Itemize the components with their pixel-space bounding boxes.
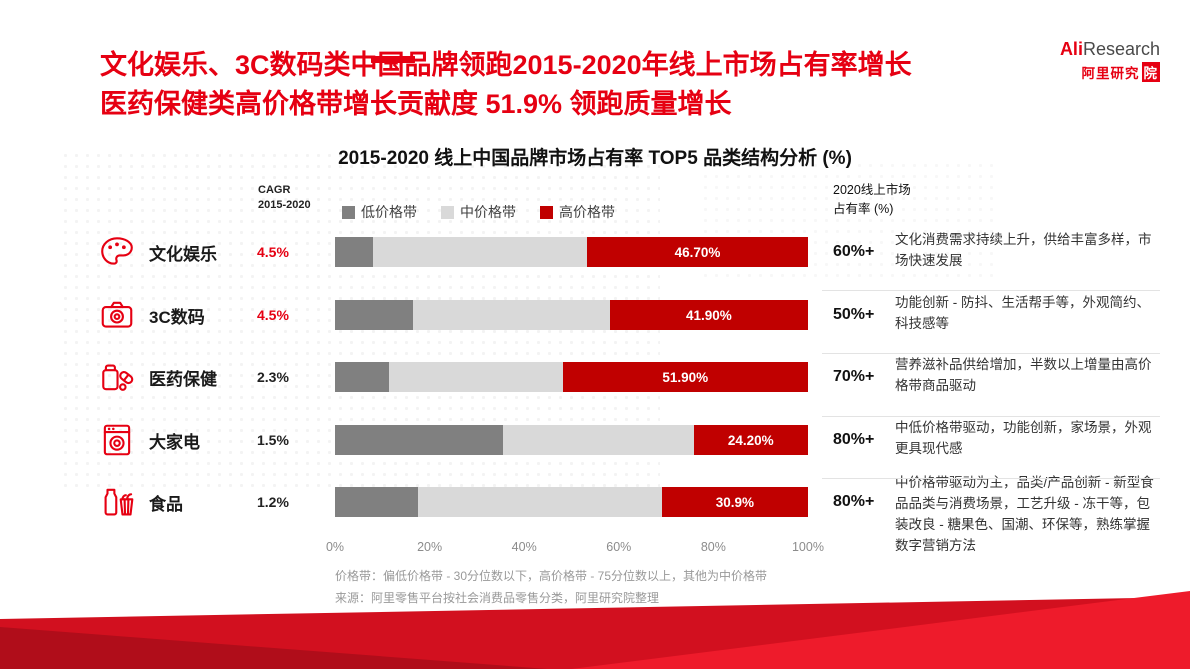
category-label: 食品 — [149, 494, 183, 514]
logo-cn-box: 院 — [1141, 61, 1160, 82]
bar-segment-low — [335, 362, 390, 392]
bar-segment-mid — [502, 425, 694, 455]
note-separator — [822, 416, 1160, 417]
food-icon — [98, 483, 136, 521]
cagr-value: 1.5% — [257, 432, 289, 448]
category-cell: 大家电 — [98, 421, 200, 459]
bar-value-label: 51.90% — [662, 369, 709, 385]
bar-value-label: 41.90% — [685, 307, 732, 323]
page-title-line2: 医药保健类高价格带增长贡献度 51.9% 领跑质量增长 — [100, 89, 732, 120]
footnote-price-band: 价格带：偏低价格带 - 30分位数以下，高价格带 - 75分位数以上，其他为中价… — [335, 569, 768, 583]
share-value: 80%+ — [833, 493, 875, 510]
share-value: 60%+ — [833, 243, 875, 260]
stacked-bar: 24.20% — [335, 425, 808, 455]
bottom-red-banner — [0, 589, 1190, 669]
bar-segment-low — [335, 487, 418, 517]
bar-segment-mid — [417, 487, 662, 517]
legend-swatch-high — [540, 205, 553, 219]
cagr-value: 1.2% — [257, 494, 289, 510]
x-tick: 100% — [791, 540, 824, 554]
aliresearch-logo: AliResearch 阿里研究院 — [1059, 39, 1160, 82]
chart-row: 食品 1.2% 30.9% 80%+ 中价格带驱动为主，品类/产品创新 - 新型… — [0, 475, 1190, 553]
category-cell: 文化娱乐 — [98, 233, 217, 271]
share-value: 50%+ — [833, 306, 875, 323]
chart-row: 大家电 1.5% 24.20% 80%+ 中低价格带驱动，功能创新，家场景，外观… — [0, 420, 1190, 456]
bar-value-label: 30.9% — [715, 494, 755, 510]
bar-segment-mid — [389, 362, 563, 392]
appliance-icon — [98, 421, 136, 459]
x-tick: 60% — [606, 540, 632, 554]
stacked-bar: 30.9% — [335, 487, 808, 517]
chart-row: 医药保健 2.3% 51.90% 70%+ 营养滋补品供给增加，半数以上增量由高… — [0, 357, 1190, 393]
bar-segment-low — [335, 300, 414, 330]
x-tick: 0% — [325, 540, 345, 554]
share-value: 80%+ — [833, 431, 875, 448]
share-column-header: 2020线上市场 占有率 (%) — [833, 183, 911, 216]
page-title: 文化娱乐、3C数码类中国品牌领跑2015-2020年线上市场占有率增长 医药保健… — [100, 46, 912, 124]
cagr-value: 4.5% — [257, 244, 289, 260]
x-tick: 40% — [511, 540, 537, 554]
category-label: 大家电 — [149, 432, 200, 452]
x-tick: 80% — [700, 540, 726, 554]
category-note: 中低价格带驱动，功能创新，家场景，外观更具现代感 — [895, 420, 1152, 456]
category-cell: 食品 — [98, 483, 183, 521]
share-value: 70%+ — [833, 368, 875, 385]
stacked-bar: 51.90% — [335, 362, 808, 392]
legend-swatch-low — [342, 205, 355, 219]
footnote-source: 来源：阿里零售平台按社会消费品零售分类，阿里研究院整理 — [335, 590, 660, 605]
chart-row: 文化娱乐 4.5% 46.70% 60%+ 文化消费需求持续上升，供给丰富多样，… — [0, 232, 1190, 268]
cagr-value: 4.5% — [257, 307, 289, 323]
bar-segment-high: 24.20% — [693, 425, 808, 455]
palette-icon — [98, 233, 136, 271]
note-separator — [822, 353, 1160, 354]
category-label: 医药保健 — [149, 369, 217, 389]
logo-research-text: Research — [1082, 39, 1160, 59]
note-separator — [822, 478, 1160, 479]
bar-segment-low — [335, 237, 373, 267]
camera-icon — [98, 296, 136, 334]
bar-segment-high: 46.70% — [587, 237, 808, 267]
category-note: 功能创新 - 防抖、生活帮手等，外观简约、科技感等 — [895, 295, 1150, 331]
bar-value-label: 46.70% — [674, 244, 721, 260]
bar-segment-high: 30.9% — [661, 487, 808, 517]
legend-item-high: 高价格带 — [540, 202, 615, 222]
legend-item-mid: 中价格带 — [441, 202, 516, 222]
chart-legend: 低价格带 中价格带 高价格带 — [342, 202, 615, 222]
bar-value-label: 24.20% — [727, 432, 774, 448]
category-note: 营养滋补品供给增加，半数以上增量由高价格带商品驱动 — [895, 357, 1152, 393]
category-label: 文化娱乐 — [149, 244, 217, 264]
x-tick: 20% — [417, 540, 443, 554]
category-cell: 医药保健 — [98, 358, 217, 396]
stacked-bar: 46.70% — [335, 237, 808, 267]
stacked-bar: 41.90% — [335, 300, 808, 330]
cagr-value: 2.3% — [257, 369, 289, 385]
chart-title: 2015-2020 线上中国品牌市场占有率 TOP5 品类结构分析 (%) — [338, 148, 852, 169]
bar-segment-high: 51.90% — [562, 362, 808, 392]
category-note: 文化消费需求持续上升，供给丰富多样，市场快速发展 — [895, 232, 1152, 268]
logo-cn-text: 阿里研究 — [1081, 65, 1140, 81]
page-title-line1: 文化娱乐、3C数码类中国品牌领跑2015-2020年线上市场占有率增长 — [100, 50, 912, 80]
note-separator — [822, 290, 1160, 291]
legend-item-low: 低价格带 — [342, 202, 417, 222]
cagr-column-header: CAGR 2015-2020 — [258, 184, 311, 211]
category-cell: 3C数码 — [98, 296, 205, 334]
pills-icon — [98, 358, 136, 396]
logo-ali-text: Ali — [1059, 39, 1083, 59]
x-axis: 0% 20% 40% 60% 80% 100% — [313, 540, 830, 554]
bar-segment-mid — [372, 237, 588, 267]
category-label: 3C数码 — [149, 307, 205, 327]
bar-segment-high: 41.90% — [609, 300, 808, 330]
chart-row: 3C数码 4.5% 41.90% 50%+ 功能创新 - 防抖、生活帮手等，外观… — [0, 295, 1190, 331]
legend-swatch-mid — [441, 205, 454, 219]
footnotes: 价格带：偏低价格带 - 30分位数以下，高价格带 - 75分位数以上，其他为中价… — [335, 566, 767, 609]
bar-segment-mid — [413, 300, 610, 330]
bar-segment-low — [335, 425, 503, 455]
category-note: 中价格带驱动为主，品类/产品创新 - 新型食品品类与消费场景，工艺升级 - 冻干… — [895, 475, 1154, 553]
